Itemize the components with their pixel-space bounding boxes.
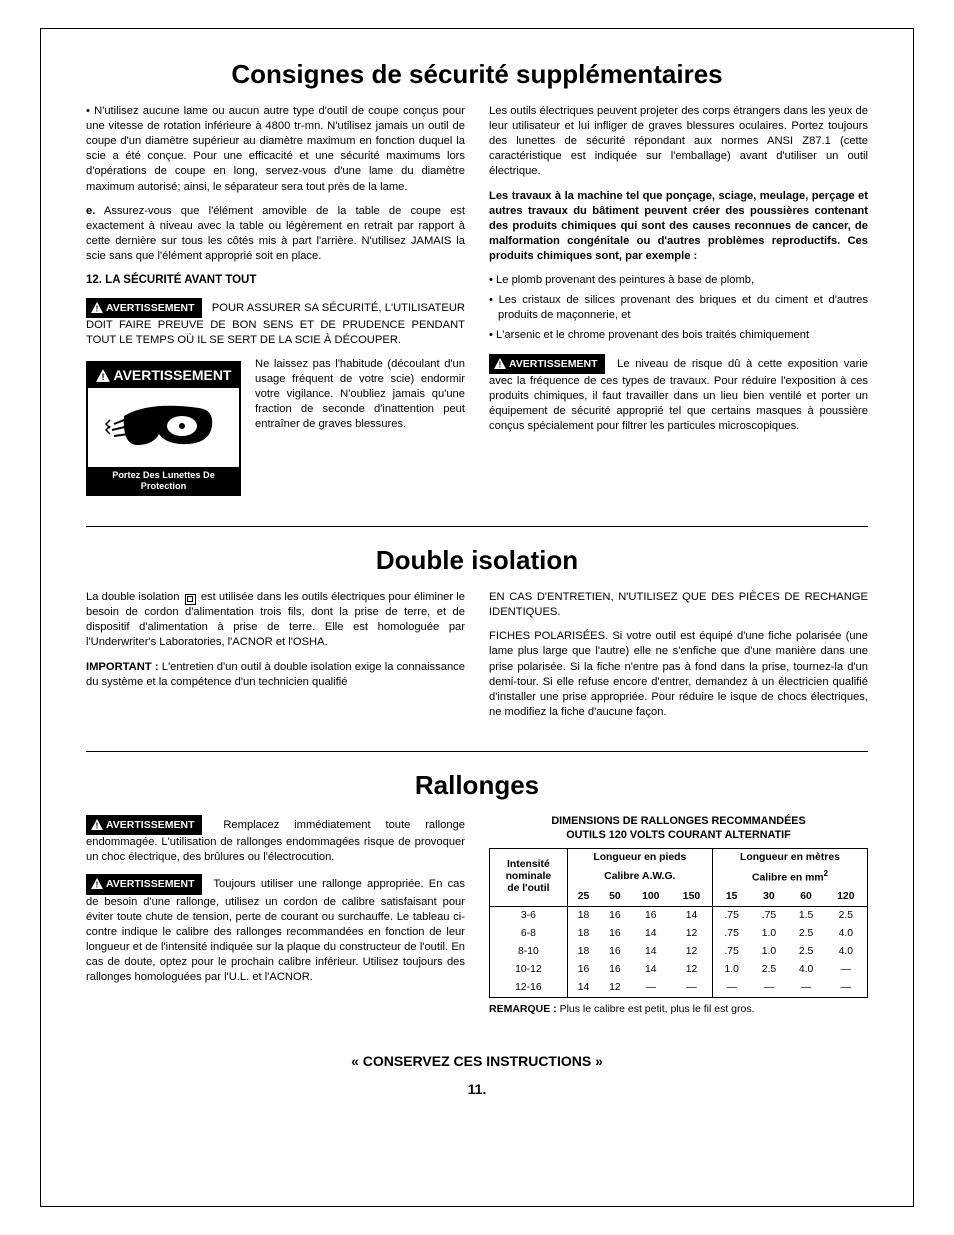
warning-badge: !AVERTISSEMENT [86, 298, 202, 318]
th-f1: 50 [599, 888, 630, 907]
warning-icon: ! [91, 878, 103, 889]
table-row: 3-618161614.75.751.52.5 [490, 906, 868, 925]
s2-r-p2: FICHES POLARISÉES. Si votre outil est éq… [489, 629, 868, 720]
s1-l-p1: • N'utilisez aucune lame ou aucun autre … [86, 104, 465, 195]
table-row: 8-1018161412.751.02.54.0 [490, 943, 868, 961]
warning-badge: !AVERTISSEMENT [86, 874, 202, 894]
section1-columns: • N'utilisez aucune lame ou aucun autre … [86, 104, 868, 504]
svg-text:!: ! [499, 360, 502, 369]
section3-columns: !AVERTISSEMENT Remplacez immédiatement t… [86, 815, 868, 1025]
th-m0: 15 [712, 888, 750, 907]
th-feet: Longueur en pieds [567, 849, 712, 868]
goggles-icon [104, 396, 224, 454]
cord-table: Intensité nominale de l'outil Longueur e… [489, 848, 868, 998]
warning-badge: !AVERTISSEMENT [489, 354, 605, 374]
section1-title: Consignes de sécurité supplémentaires [86, 59, 868, 90]
s2-r-p1: EN CAS D'ENTRETIEN, N'UTILISEZ QUE DES P… [489, 590, 868, 620]
th-awg: Calibre A.W.G. [567, 867, 712, 888]
th-m2: 60 [788, 888, 825, 907]
svg-text:!: ! [101, 372, 104, 382]
keep-instructions: « CONSERVEZ CES INSTRUCTIONS » [86, 1053, 868, 1069]
s1-r-p3: !AVERTISSEMENT Le niveau de risque dû à … [489, 354, 868, 435]
s1-l-p2: e. Assurez-vous que l'élément amovible d… [86, 204, 465, 264]
th-f2: 100 [631, 888, 671, 907]
table-note: REMARQUE : Plus le calibre est petit, pl… [489, 1002, 868, 1016]
th-intensity: Intensité nominale de l'outil [490, 849, 568, 907]
divider [86, 751, 868, 752]
warning-icon: ! [91, 302, 103, 313]
page-frame: Consignes de sécurité supplémentaires • … [40, 28, 914, 1207]
svg-text:!: ! [96, 881, 99, 890]
section2-title: Double isolation [86, 545, 868, 576]
th-f0: 25 [567, 888, 599, 907]
goggles-illustration [88, 388, 239, 467]
s1-r-b3: L'arsenic et le chrome provenant des boi… [489, 328, 868, 343]
th-f3: 150 [671, 888, 712, 907]
warning-icon: ! [91, 819, 103, 830]
page-number: 11. [86, 1081, 868, 1097]
s1-l-h12: 12. LA SÉCURITÉ AVANT TOUT [86, 273, 465, 289]
table-row: 12-161412—————— [490, 979, 868, 998]
s3-l-p2: !AVERTISSEMENT Toujours utiliser une ral… [86, 874, 465, 985]
warning-badge: !AVERTISSEMENT [86, 815, 202, 835]
warning-icon: ! [96, 369, 110, 382]
th-m: Longueur en mètres [712, 849, 867, 868]
double-insulation-icon [185, 594, 196, 605]
s1-r-b2: Les cristaux de silices provenant des br… [489, 293, 868, 323]
safety-box-title: ! AVERTISSEMENT [88, 363, 239, 388]
section3-left: !AVERTISSEMENT Remplacez immédiatement t… [86, 815, 465, 1025]
s2-l-p1: La double isolation est utilisée dans le… [86, 590, 465, 650]
section3-title: Rallonges [86, 770, 868, 801]
svg-text:!: ! [96, 304, 99, 313]
th-m3: 120 [825, 888, 868, 907]
section2-columns: La double isolation est utilisée dans le… [86, 590, 868, 729]
s1-r-b1: Le plomb provenant des peintures à base … [489, 273, 868, 288]
s1-l-p3: !AVERTISSEMENT POUR ASSURER SA SÉCURITÉ,… [86, 298, 465, 348]
s1-r-p1: Les outils électriques peuvent projeter … [489, 104, 868, 180]
th-m1: 30 [750, 888, 787, 907]
section2-left: La double isolation est utilisée dans le… [86, 590, 465, 729]
section1-left: • N'utilisez aucune lame ou aucun autre … [86, 104, 465, 504]
s1-r-bullets: Le plomb provenant des peintures à base … [489, 273, 868, 343]
section3-right: DIMENSIONS DE RALLONGES RECOMMANDÉES OUT… [489, 815, 868, 1025]
s3-l-p1: !AVERTISSEMENT Remplacez immédiatement t… [86, 815, 465, 865]
section1-right: Les outils électriques peuvent projeter … [489, 104, 868, 504]
safety-box-caption: Portez Des Lunettes De Protection [88, 467, 239, 494]
svg-text:!: ! [96, 822, 99, 831]
s1-r-p2: Les travaux à la machine tel que ponçage… [489, 189, 868, 265]
th-mm: Calibre en mm2 [712, 867, 867, 888]
warning-icon: ! [494, 358, 506, 369]
table-row: 10-12161614121.02.54.0— [490, 961, 868, 979]
safety-glasses-box: ! AVERTISSEMENT Portez Des Lunettes De P… [86, 361, 241, 496]
cord-table-title: DIMENSIONS DE RALLONGES RECOMMANDÉES OUT… [489, 815, 868, 842]
section2-right: EN CAS D'ENTRETIEN, N'UTILISEZ QUE DES P… [489, 590, 868, 729]
table-row: 6-818161412.751.02.54.0 [490, 925, 868, 943]
divider [86, 526, 868, 527]
s2-l-p2: IMPORTANT : L'entretien d'un outil à dou… [86, 660, 465, 690]
